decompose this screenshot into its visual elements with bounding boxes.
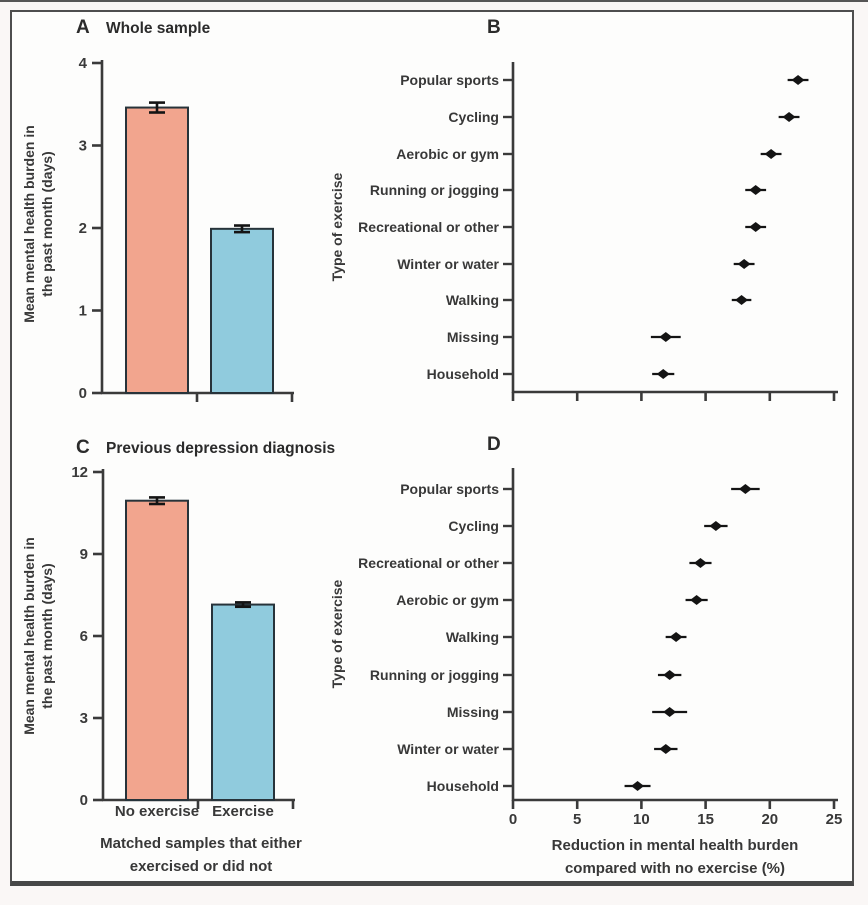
panel-d-marker-popular-sports: [738, 484, 752, 494]
panel-a-bar-exercise: [210, 227, 274, 394]
panel-c-yaxis-label: Mean mental health burden in the past mo…: [20, 537, 56, 735]
panel-d-yaxis-label: Type of exercise: [328, 579, 345, 689]
panel-a-yaxis-label: Mean mental health burden in the past mo…: [20, 125, 56, 323]
panel-d-category-label-cycling: Cycling: [448, 518, 499, 534]
panel-c-xaxis-label-line2: exercised or did not: [129, 858, 273, 875]
panel-b-letter: B: [487, 17, 502, 38]
panel-d-x-tick-label: 20: [761, 811, 778, 828]
panel-d-marker-winter-or-water: [659, 744, 673, 754]
top-rule: [0, 0, 868, 2]
panel-d-marker-cycling: [709, 521, 723, 531]
panel-c-xtick-exercise: Exercise: [212, 803, 274, 820]
panel-c-letter: C: [76, 437, 91, 458]
panel-d-category-label-winter-or-water: Winter or water: [397, 741, 499, 757]
panel-b-category-label-aerobic-or-gym: Aerobic or gym: [396, 146, 499, 162]
panel-c-title: Previous depression diagnosis: [106, 440, 336, 457]
panel-d-category-label-aerobic-or-gym: Aerobic or gym: [396, 592, 499, 608]
panel-c-xaxis-label-line1: Matched samples that either: [100, 835, 302, 852]
panel-c-yaxis-label-line2: the past month (days): [39, 563, 55, 709]
panel-a-yaxis-label-line2: the past month (days): [39, 151, 55, 297]
panel-d-marker-missing: [663, 707, 677, 717]
panel-b-category-label-recreational-or-other: Recreational or other: [358, 219, 499, 235]
panel-b-category-label-popular-sports: Popular sports: [400, 72, 499, 88]
panel-c-y-tick-label: 9: [80, 546, 88, 563]
panel-b-marker-popular-sports: [791, 75, 805, 85]
panel-a-y-tick-label: 4: [79, 55, 88, 72]
panel-b-category-label-winter-or-water: Winter or water: [397, 256, 499, 272]
panel-c-xtick-no-exercise: No exercise: [114, 803, 200, 820]
panel-a-yaxis-label-line1: Mean mental health burden in: [20, 125, 37, 323]
panel-a-letter: A: [76, 17, 91, 38]
panel-c-y-tick-label: 12: [71, 464, 88, 481]
panel-c-y-tick-label: 3: [80, 710, 88, 727]
panel-d-marker-household: [631, 781, 645, 791]
panel-d-x-tick-label: 25: [826, 811, 843, 828]
panel-d-xaxis-label-line2: compared with no exercise (%): [564, 860, 786, 877]
panel-a-y-tick-label: 2: [79, 220, 87, 237]
panel-a-y-tick-label: 0: [79, 385, 87, 402]
panel-c-y-tick-label: 0: [80, 792, 88, 809]
panel-b-marker-recreational-or-other: [749, 222, 763, 232]
panel-b-marker-running-or-jogging: [749, 185, 763, 195]
panel-b-marker-winter-or-water: [737, 259, 751, 269]
panel-b-marker-household: [656, 369, 670, 379]
panel-b-category-label-cycling: Cycling: [448, 109, 499, 125]
panel-c-bar-no-exercise: [125, 499, 189, 801]
panel-d-x-tick-label: 0: [509, 811, 517, 828]
panel-a-y-tick-label: 1: [79, 303, 87, 320]
panel-b-yaxis-label: Type of exercise: [328, 172, 345, 282]
panel-a-bar-no-exercise: [125, 106, 189, 395]
panel-d-category-label-running-or-jogging: Running or jogging: [370, 667, 499, 683]
panel-c-yaxis-label-line1: Mean mental health burden in: [20, 537, 37, 735]
panel-d-category-label-missing: Missing: [447, 704, 499, 720]
panel-b-category-label-missing: Missing: [447, 329, 499, 345]
panel-d-category-label-walking: Walking: [446, 629, 499, 645]
panel-d-category-label-popular-sports: Popular sports: [400, 481, 499, 497]
panel-d-x-tick-label: 5: [573, 811, 581, 828]
panel-c-bar-exercise: [211, 603, 275, 801]
panel-d-letter: D: [487, 434, 502, 455]
panel-d-category-label-recreational-or-other: Recreational or other: [358, 555, 499, 571]
panel-d-marker-recreational-or-other: [693, 558, 707, 568]
panel-b-marker-walking: [735, 295, 749, 305]
panel-b-marker-aerobic-or-gym: [764, 149, 778, 159]
panel-b-marker-cycling: [782, 112, 796, 122]
panel-b-category-label-running-or-jogging: Running or jogging: [370, 182, 499, 198]
panel-c-xaxis-label: Matched samples that either exercised or…: [100, 832, 302, 878]
panel-b-category-label-walking: Walking: [446, 292, 499, 308]
panel-b-marker-missing: [659, 332, 673, 342]
panel-d-marker-walking: [669, 632, 683, 642]
panel-a-title: Whole sample: [106, 20, 211, 37]
panel-d-category-label-household: Household: [427, 778, 499, 794]
panel-d-marker-running-or-jogging: [663, 670, 677, 680]
panel-b-category-label-household: Household: [427, 366, 499, 382]
panel-d-x-tick-label: 15: [697, 811, 714, 828]
panel-d-marker-aerobic-or-gym: [690, 595, 704, 605]
panel-d-xaxis-label: Reduction in mental health burden compar…: [552, 834, 799, 880]
panel-d-x-tick-label: 10: [633, 811, 650, 828]
panel-d-xaxis-label-line1: Reduction in mental health burden: [551, 837, 799, 854]
panel-c-y-tick-label: 6: [80, 628, 88, 645]
panel-a-y-tick-label: 3: [79, 138, 87, 155]
